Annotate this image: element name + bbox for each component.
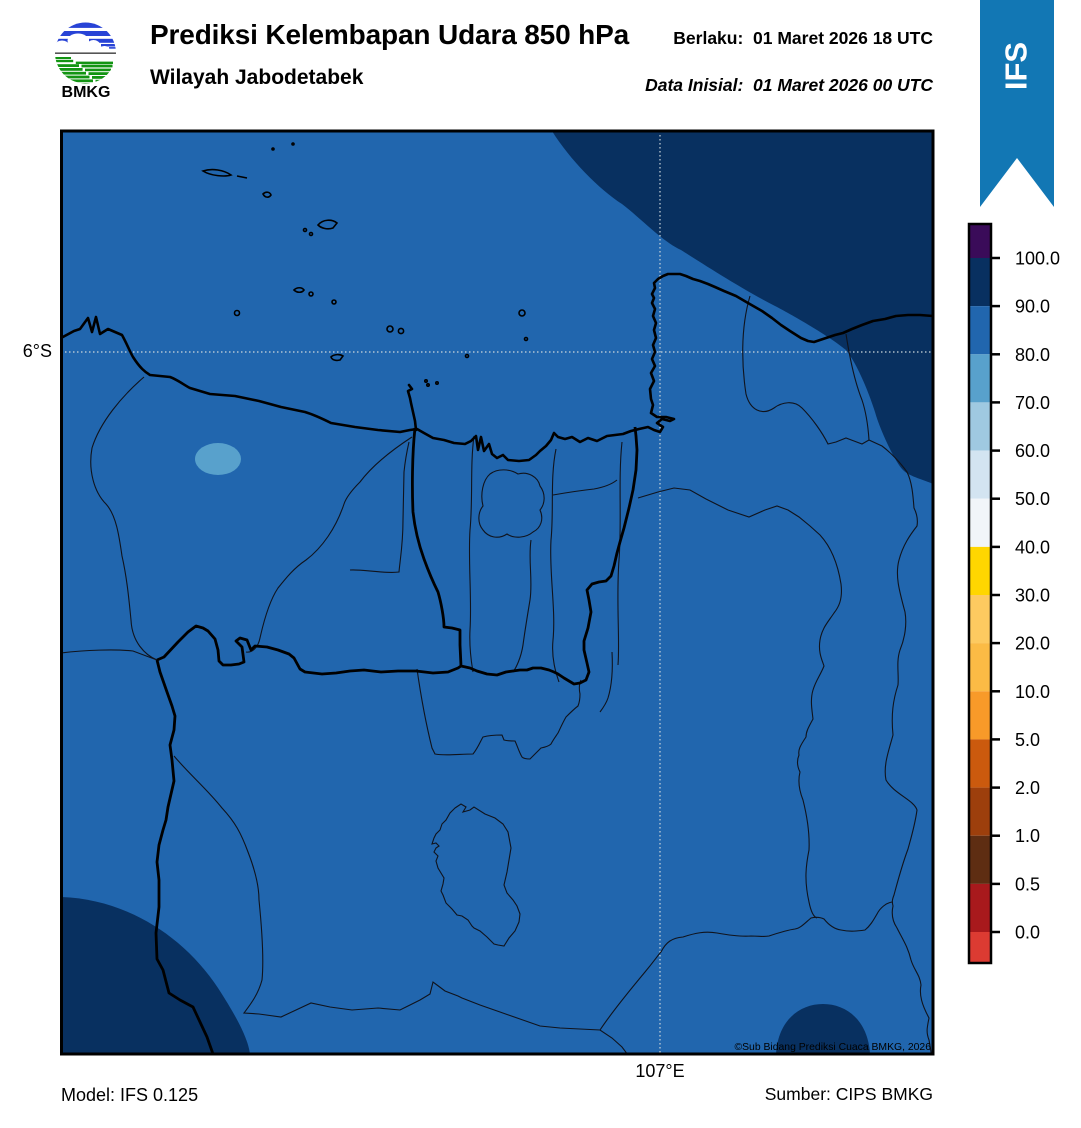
svg-text:80.0: 80.0 bbox=[1015, 345, 1050, 365]
svg-text:0.5: 0.5 bbox=[1015, 874, 1040, 894]
svg-text:20.0: 20.0 bbox=[1015, 634, 1050, 654]
svg-text:90.0: 90.0 bbox=[1015, 297, 1050, 317]
svg-text:50.0: 50.0 bbox=[1015, 489, 1050, 509]
svg-text:30.0: 30.0 bbox=[1015, 586, 1050, 606]
svg-text:0.0: 0.0 bbox=[1015, 923, 1040, 943]
svg-text:©Sub Bidang Prediksi Cuaca BMK: ©Sub Bidang Prediksi Cuaca BMKG, 2026 bbox=[734, 1042, 931, 1053]
svg-text:100.0: 100.0 bbox=[1015, 249, 1060, 269]
svg-text:40.0: 40.0 bbox=[1015, 537, 1050, 557]
svg-text:60.0: 60.0 bbox=[1015, 441, 1050, 461]
svg-text:2.0: 2.0 bbox=[1015, 778, 1040, 798]
svg-text:70.0: 70.0 bbox=[1015, 393, 1050, 413]
svg-text:5.0: 5.0 bbox=[1015, 730, 1040, 750]
svg-text:IFS: IFS bbox=[999, 42, 1034, 90]
svg-text:1.0: 1.0 bbox=[1015, 826, 1040, 846]
svg-text:10.0: 10.0 bbox=[1015, 682, 1050, 702]
